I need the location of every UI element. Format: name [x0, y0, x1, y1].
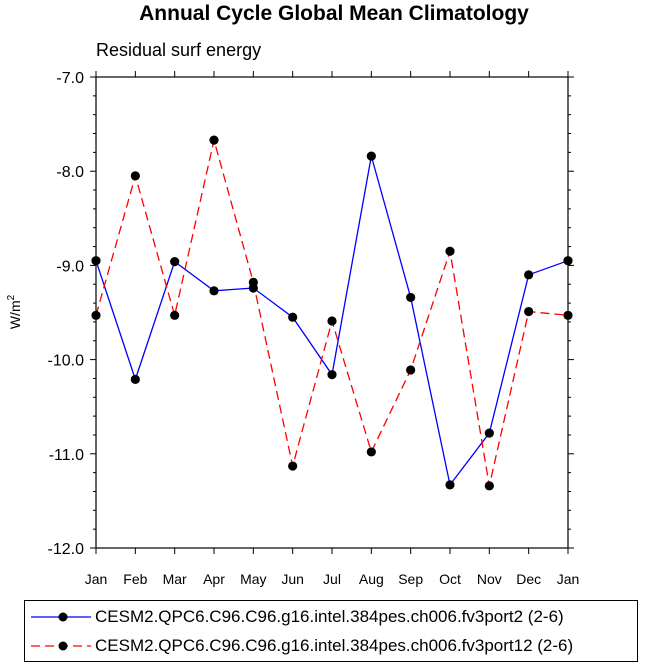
series-1-point	[91, 256, 100, 265]
series-line-2	[96, 140, 568, 486]
x-tick-label: Dec	[516, 571, 541, 587]
y-tick-label: -7.0	[56, 70, 84, 87]
legend-item-series-1: CESM2.QPC6.C96.C96.g16.intel.384pes.ch00…	[25, 603, 637, 631]
series-2-point	[288, 461, 297, 470]
x-tick-label: Nov	[477, 571, 502, 587]
legend-swatch-series-2	[29, 632, 93, 660]
series-1-point	[445, 480, 454, 489]
plot-frame	[96, 77, 568, 548]
y-tick-label: -12.0	[48, 541, 85, 558]
series-2-point	[485, 481, 494, 490]
series-1-point	[563, 256, 572, 265]
x-tick-label: Jul	[323, 571, 341, 587]
legend-swatch-series-1	[29, 603, 93, 631]
x-tick-label: Jun	[281, 571, 304, 587]
series-1-point	[524, 270, 533, 279]
series-1-point	[485, 428, 494, 437]
x-tick-label: Mar	[163, 571, 187, 587]
x-tick-label: Jan	[557, 571, 580, 587]
y-axis-label: W/m2	[6, 294, 23, 329]
series-2-point	[524, 307, 533, 316]
series-2-point	[406, 365, 415, 374]
y-axis-label-text: W/m	[7, 300, 23, 329]
x-tick-label: Sep	[398, 571, 423, 587]
series-1-point	[327, 370, 336, 379]
legend-item-series-2: CESM2.QPC6.C96.C96.g16.intel.384pes.ch00…	[25, 632, 637, 660]
series-1-point	[367, 152, 376, 161]
series-2-point	[445, 247, 454, 256]
x-tick-label: Feb	[123, 571, 147, 587]
series-2-point	[367, 447, 376, 456]
series-2-point	[91, 311, 100, 320]
series-2-point	[209, 136, 218, 145]
legend: CESM2.QPC6.C96.C96.g16.intel.384pes.ch00…	[24, 600, 638, 662]
y-tick-label: -9.0	[56, 258, 84, 275]
series-1-point	[288, 313, 297, 322]
series-2-point	[249, 278, 258, 287]
series-2-point	[563, 311, 572, 320]
series-1-point	[131, 375, 140, 384]
x-tick-label: May	[240, 571, 266, 587]
legend-label-series-1: CESM2.QPC6.C96.C96.g16.intel.384pes.ch00…	[95, 607, 564, 627]
series-1-point	[170, 257, 179, 266]
y-axis-label-superscript: 2	[6, 294, 17, 300]
series-2-point	[327, 316, 336, 325]
y-tick-label: -10.0	[48, 353, 85, 370]
x-tick-label: Aug	[359, 571, 384, 587]
series-2-point	[131, 171, 140, 180]
x-tick-label: Jan	[85, 571, 108, 587]
legend-label-series-2: CESM2.QPC6.C96.C96.g16.intel.384pes.ch00…	[95, 636, 573, 656]
y-tick-label: -11.0	[49, 447, 84, 464]
y-tick-label: -8.0	[56, 164, 84, 181]
series-1-point	[406, 293, 415, 302]
series-1-point	[209, 286, 218, 295]
x-tick-label: Apr	[203, 571, 225, 587]
x-tick-label: Oct	[439, 571, 461, 587]
series-2-point	[170, 311, 179, 320]
